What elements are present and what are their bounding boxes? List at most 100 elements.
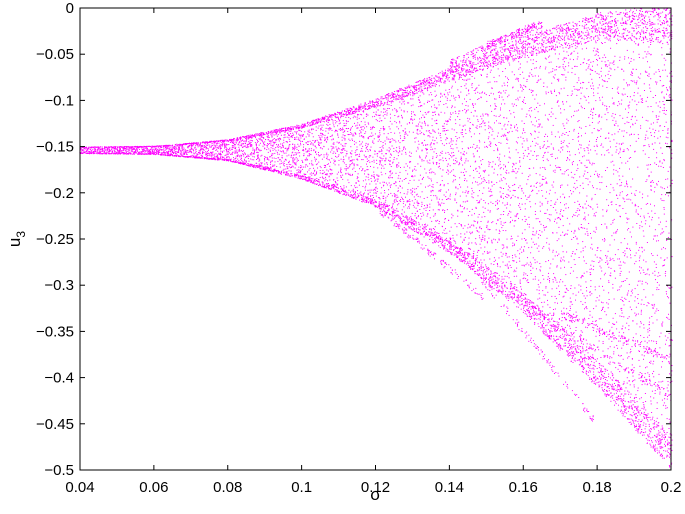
data-point [233,142,235,144]
data-point [337,187,339,189]
data-point [164,152,166,154]
data-point [398,94,400,96]
data-point [358,107,360,108]
data-point [390,153,392,155]
data-point [406,123,408,125]
data-point [390,117,391,119]
data-point [192,154,194,156]
data-point [268,132,269,134]
data-point [190,143,192,145]
data-point [318,142,320,144]
data-point [409,201,411,202]
data-point [86,149,88,151]
data-point [392,109,394,111]
data-point [414,89,416,90]
data-point [251,154,253,156]
data-point [322,134,324,136]
data-point [347,179,349,181]
data-point [267,151,269,153]
data-point [269,170,271,171]
data-point [134,146,135,148]
data-point [326,164,328,165]
data-point [232,145,234,147]
data-point [126,149,128,151]
data-point [273,134,275,136]
data-point [251,139,253,141]
data-point [412,204,414,206]
data-point [135,152,137,154]
data-point [165,148,167,150]
data-point [223,156,225,158]
data-point [378,197,380,199]
data-point [240,143,242,145]
data-point [371,202,373,204]
data-point [286,128,288,130]
data-point [411,222,413,224]
data-point [374,102,376,104]
data-point [395,181,397,183]
data-point [389,171,391,173]
data-point [292,126,294,128]
data-point [299,178,301,180]
data-point [395,149,397,151]
data-point [133,151,135,153]
data-point [224,144,226,146]
data-point [429,203,431,205]
data-point [300,178,302,180]
data-point [421,142,423,144]
data-point [325,173,327,175]
data-point [305,157,307,159]
data-point [229,149,231,151]
data-point [270,168,272,170]
data-point [349,107,351,109]
data-point [194,156,196,158]
data-point [337,136,339,138]
data-point [144,153,146,155]
data-point [280,170,282,172]
data-point [349,173,351,175]
data-point [421,117,422,119]
data-point [196,153,198,155]
data-point [404,87,406,89]
data-point [220,146,222,148]
data-point [330,128,332,130]
data-point [398,217,400,219]
data-point [421,82,423,84]
data-point [200,157,202,159]
data-point [422,83,424,84]
data-point [91,152,93,154]
data-point [222,140,224,142]
data-point [349,174,351,176]
data-point [417,205,419,207]
data-point [206,143,208,144]
data-point [334,131,336,133]
data-point [340,149,342,151]
data-point [398,214,400,216]
data-point [388,182,390,184]
data-point [264,166,266,168]
data-point [114,151,116,152]
data-point [289,144,291,146]
data-point [172,155,174,157]
data-point [296,146,298,148]
data-point [249,134,251,136]
data-point [253,135,255,137]
data-point [352,125,353,127]
data-point [274,161,276,163]
data-point [401,187,403,189]
data-point [398,98,400,100]
data-point [363,154,365,156]
data-point [160,145,162,147]
data-point [371,180,373,182]
data-point [273,143,275,145]
data-point [297,143,299,145]
data-point [327,128,329,130]
data-point [185,143,187,145]
data-point [177,155,179,157]
data-point [309,153,311,155]
data-point [384,160,386,162]
data-point [315,153,317,155]
data-point [394,91,396,92]
data-point [327,148,329,150]
data-point [357,122,359,124]
